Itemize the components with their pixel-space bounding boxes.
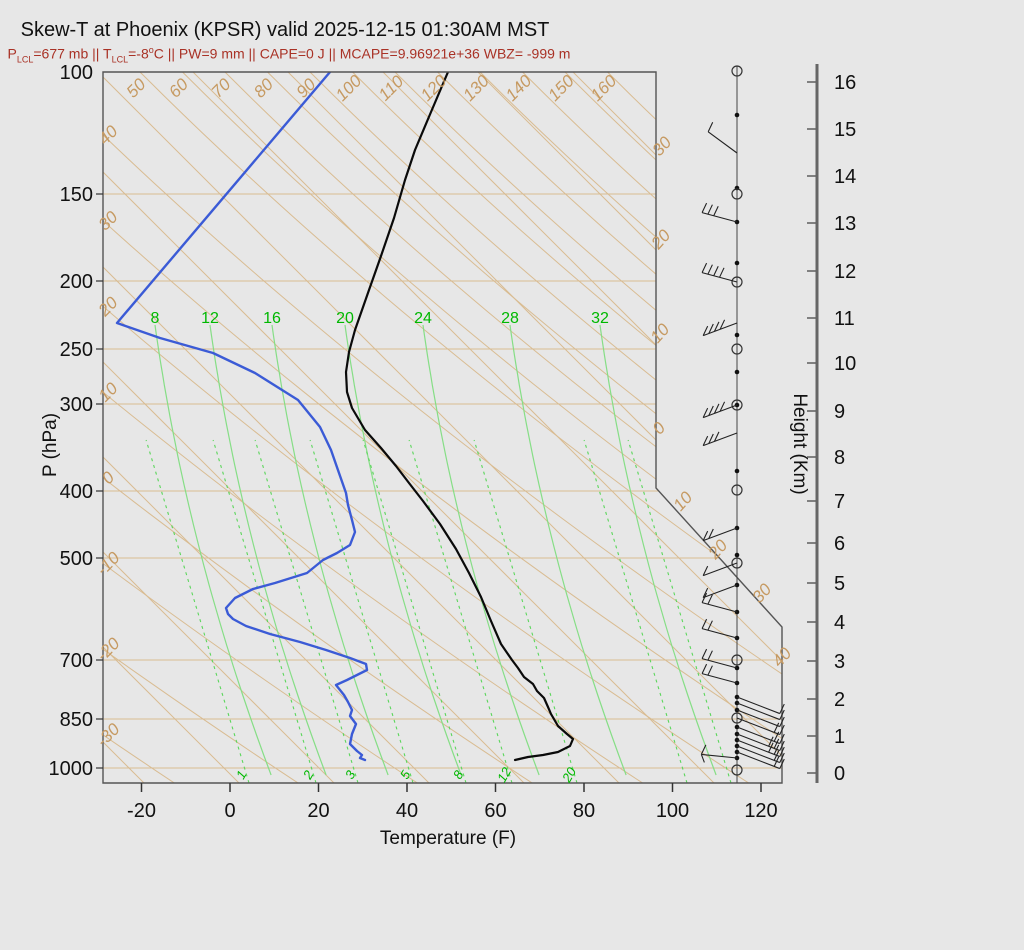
svg-text:60: 60: [484, 800, 506, 822]
svg-text:16: 16: [834, 72, 856, 94]
svg-text:80: 80: [573, 800, 595, 822]
svg-text:140: 140: [502, 71, 536, 105]
svg-text:10: 10: [95, 378, 122, 405]
svg-text:200: 200: [60, 271, 93, 293]
pressure-axis: 100 150 200 250 300 400 500 700 850 1000: [49, 62, 103, 780]
svg-text:15: 15: [834, 119, 856, 141]
svg-text:3: 3: [834, 651, 845, 673]
sounding-parameters: PLCL=677 mb || TLCL=-8oC || PW=9 mm || C…: [7, 45, 571, 65]
svg-text:-10: -10: [93, 548, 124, 579]
svg-text:30: 30: [649, 133, 676, 160]
svg-text:28: 28: [501, 310, 519, 327]
svg-text:40: 40: [769, 644, 796, 671]
svg-text:160: 160: [587, 71, 621, 105]
svg-text:40: 40: [95, 121, 122, 148]
svg-text:24: 24: [414, 310, 432, 327]
svg-text:500: 500: [60, 548, 93, 570]
svg-text:6: 6: [834, 533, 845, 555]
svg-text:100: 100: [656, 800, 689, 822]
svg-text:20: 20: [704, 536, 732, 564]
svg-text:20: 20: [336, 310, 354, 327]
svg-text:150: 150: [60, 184, 93, 206]
svg-text:40: 40: [396, 800, 418, 822]
plot-boundary: [102, 71, 783, 784]
svg-text:0: 0: [98, 467, 119, 488]
svg-text:0: 0: [224, 800, 235, 822]
svg-text:32: 32: [591, 310, 609, 327]
svg-text:20: 20: [558, 764, 579, 786]
svg-text:700: 700: [60, 650, 93, 672]
svg-text:4: 4: [834, 612, 845, 634]
svg-text:1: 1: [834, 726, 845, 748]
svg-text:7: 7: [834, 491, 845, 513]
pressure-axis-title: P (hPa): [40, 412, 61, 478]
svg-text:400: 400: [60, 481, 93, 503]
svg-text:8: 8: [450, 767, 467, 781]
svg-text:130: 130: [459, 71, 493, 105]
height-axis-title: Height (Km): [789, 393, 810, 495]
temperature-trace: [344, 72, 575, 762]
svg-text:3: 3: [342, 767, 359, 781]
temperature-axis-title: Temperature (F): [379, 828, 517, 849]
svg-text:20: 20: [647, 226, 675, 254]
svg-text:30: 30: [95, 207, 122, 234]
svg-text:16: 16: [263, 310, 281, 327]
svg-text:0: 0: [834, 763, 845, 785]
svg-text:120: 120: [744, 800, 777, 822]
svg-text:250: 250: [60, 339, 93, 361]
svg-text:100: 100: [60, 62, 93, 84]
page-title: Skew-T at Phoenix (KPSR) valid 2025-12-1…: [20, 19, 550, 41]
svg-text:5: 5: [834, 573, 845, 595]
svg-text:1000: 1000: [49, 758, 94, 780]
moist-adiabat-labels: 8 12 16 20 24 28 32: [151, 310, 609, 327]
svg-text:13: 13: [834, 213, 856, 235]
svg-text:20: 20: [307, 800, 329, 822]
svg-text:10: 10: [834, 353, 856, 375]
svg-text:-20: -20: [127, 800, 156, 822]
svg-text:12: 12: [201, 310, 219, 327]
temperature-axis: -20 0 20 40 60 80 100 120: [127, 783, 778, 822]
svg-text:2: 2: [834, 689, 845, 711]
sounding-traces: [115, 72, 575, 762]
svg-text:10: 10: [647, 320, 674, 347]
svg-text:150: 150: [544, 71, 578, 105]
svg-text:2: 2: [299, 767, 316, 782]
svg-text:10: 10: [670, 488, 697, 515]
svg-text:30: 30: [749, 580, 776, 607]
svg-text:11: 11: [834, 308, 855, 330]
svg-text:20: 20: [94, 293, 122, 321]
pressure-gridlines: [103, 193, 782, 769]
dewpoint-trace: [115, 72, 369, 762]
svg-text:8: 8: [834, 447, 845, 469]
wind-barb-column: [700, 65, 785, 783]
svg-text:8: 8: [151, 310, 160, 327]
moist-adiabat-lines: [154, 324, 717, 776]
svg-text:300: 300: [60, 394, 93, 416]
svg-text:14: 14: [834, 166, 856, 188]
svg-text:12: 12: [834, 261, 856, 283]
svg-text:850: 850: [60, 709, 93, 731]
svg-text:100: 100: [332, 71, 366, 105]
svg-text:9: 9: [834, 401, 845, 423]
grid-lines: [103, 72, 782, 783]
